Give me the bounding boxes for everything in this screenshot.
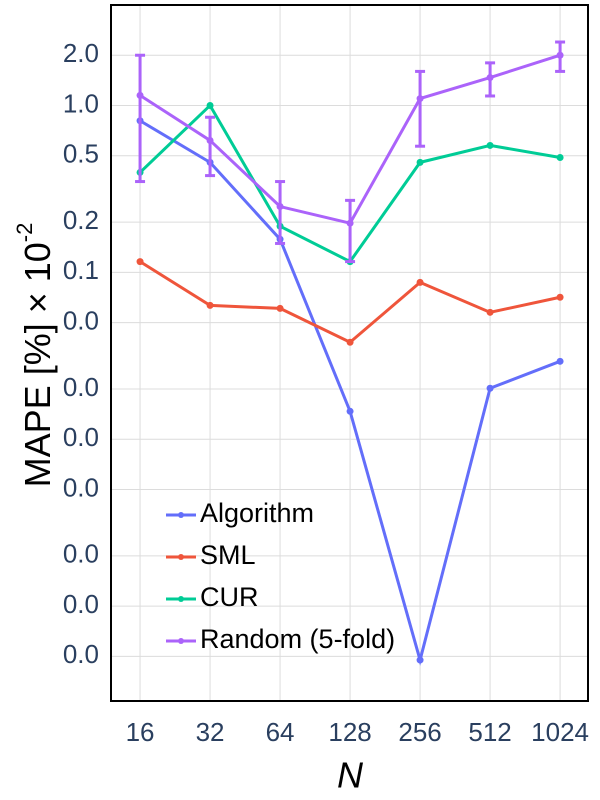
data-point (556, 51, 564, 59)
data-point (486, 74, 494, 82)
data-point (136, 258, 144, 266)
data-point (556, 153, 564, 161)
error-bar (275, 180, 286, 245)
x-tick-label: 1024 (531, 717, 589, 747)
data-point (416, 656, 424, 664)
x-tick-label: 32 (196, 717, 225, 747)
data-point (136, 91, 144, 99)
legend-label: Random (5-fold) (200, 624, 395, 654)
y-tick-label: 0.0 (63, 305, 99, 335)
legend-label: Algorithm (200, 498, 314, 528)
data-point (486, 141, 494, 149)
data-point (556, 293, 564, 301)
data-point (276, 203, 284, 211)
data-point (346, 338, 354, 346)
legend-label: SML (200, 540, 256, 570)
data-point (486, 308, 494, 316)
x-tick-label: 512 (468, 717, 511, 747)
y-tick-label: 0.0 (63, 589, 99, 619)
y-axis-title-text: MAPE [%] × 10 (17, 242, 58, 487)
y-axis-title: MAPE [%] × 10-2 (12, 223, 58, 488)
data-point (416, 158, 424, 166)
error-bar (345, 198, 356, 264)
error-bar (135, 53, 146, 184)
legend-marker (178, 512, 184, 518)
data-point (416, 95, 424, 103)
legend-marker (178, 596, 184, 602)
y-tick-label: 0.5 (63, 139, 99, 169)
data-point (416, 278, 424, 286)
plot-frame (110, 4, 589, 702)
data-point (206, 101, 214, 109)
legend-marker (178, 554, 184, 560)
x-tick-label: 128 (328, 717, 371, 747)
y-tick-label: 0.0 (63, 422, 99, 452)
error-bar (205, 115, 216, 178)
data-point (556, 357, 564, 365)
x-tick-label: 64 (266, 717, 295, 747)
data-point (206, 301, 214, 309)
error-bar (415, 69, 426, 148)
y-tick-label: 0.0 (63, 639, 99, 669)
data-point (276, 304, 284, 312)
legend-label: CUR (200, 582, 259, 612)
x-tick-label: 16 (126, 717, 155, 747)
y-tick-label: 2.0 (63, 38, 99, 68)
y-tick-label: 0.2 (63, 205, 99, 235)
y-tick-label: 1.0 (63, 88, 99, 118)
y-tick-label: 0.0 (63, 539, 99, 569)
y-tick-label: 0.1 (63, 255, 99, 285)
data-point (486, 384, 494, 392)
data-point (346, 407, 354, 415)
x-axis-title: N (337, 755, 364, 796)
x-tick-label: 256 (398, 717, 441, 747)
data-point (206, 136, 214, 144)
y-tick-label: 0.0 (63, 472, 99, 502)
y-axis-title-superscript: -2 (12, 223, 37, 243)
y-tick-label: 0.0 (63, 372, 99, 402)
data-point (346, 219, 354, 227)
legend-marker (178, 638, 184, 644)
